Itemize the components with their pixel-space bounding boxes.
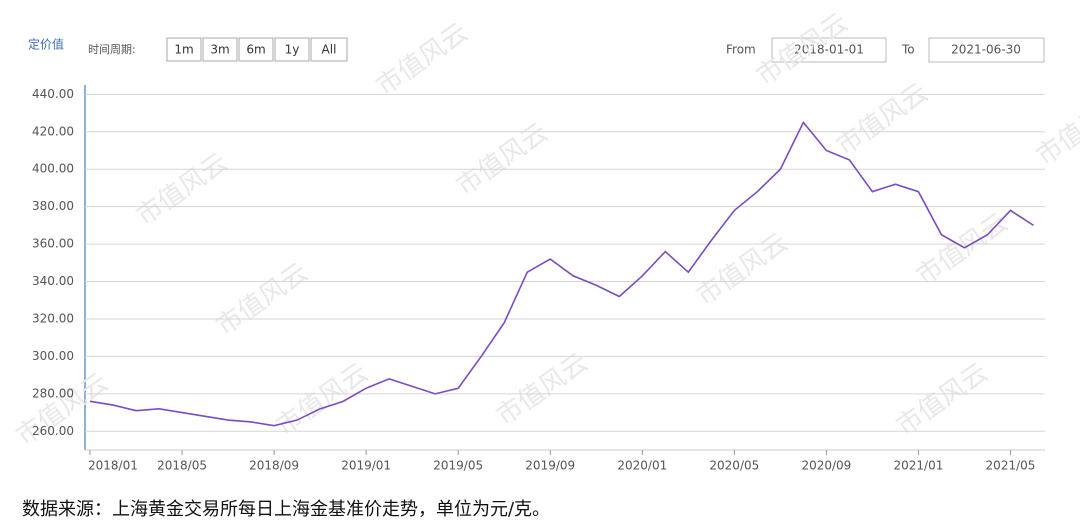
range-button-label[interactable]: 1y <box>285 43 300 57</box>
watermark: 市值风云 <box>691 228 793 312</box>
from-label: From <box>726 43 756 57</box>
x-tick-label: 2018/05 <box>157 459 207 473</box>
y-tick-label: 360.00 <box>32 237 74 251</box>
range-button-box[interactable] <box>166 37 202 62</box>
from-date[interactable]: 2018-01-01 <box>794 43 864 57</box>
x-tick-label: 2020/05 <box>709 459 759 473</box>
range-button-box[interactable] <box>202 37 238 62</box>
x-tick-label: 2021/05 <box>986 459 1036 473</box>
chart-title: 定价值 <box>28 37 64 52</box>
watermark: 市值风云 <box>371 18 473 102</box>
watermark: 市值风云 <box>891 358 993 442</box>
range-button[interactable]: 1m <box>166 37 202 62</box>
range-button-box[interactable] <box>310 37 348 62</box>
x-tick-label: 2018/01 <box>88 459 138 473</box>
y-tick-label: 300.00 <box>32 349 74 363</box>
range-button[interactable]: All <box>310 37 348 62</box>
range-button-label[interactable]: All <box>322 43 337 57</box>
y-tick-label: 340.00 <box>32 274 74 288</box>
y-tick-label: 320.00 <box>32 311 74 325</box>
price-line <box>89 120 1034 427</box>
range-button-label[interactable]: 6m <box>246 43 265 57</box>
range-button[interactable]: 1y <box>274 37 310 62</box>
watermark: 市值风云 <box>491 348 593 432</box>
x-tick-label: 2019/01 <box>341 459 391 473</box>
watermark: 市值风云 <box>11 368 113 452</box>
y-tick-label: 440.00 <box>32 87 74 101</box>
y-tick-label: 420.00 <box>32 124 74 138</box>
range-button-label[interactable]: 3m <box>210 43 229 57</box>
y-tick-label: 260.00 <box>32 424 74 438</box>
watermark: 市值风云 <box>131 148 233 232</box>
range-button-box[interactable] <box>238 37 274 62</box>
period-label: 时间周期: <box>88 43 136 56</box>
x-tick-label: 2020/01 <box>617 459 667 473</box>
x-tick-label: 2021/01 <box>894 459 944 473</box>
watermark: 市值风云 <box>831 78 933 162</box>
to-input[interactable] <box>928 37 1045 63</box>
watermark: 市值风云 <box>451 118 553 202</box>
watermark: 市值风云 <box>211 258 313 342</box>
to-label: To <box>901 43 915 57</box>
x-tick-label: 2020/09 <box>801 459 851 473</box>
from-input[interactable] <box>771 37 887 63</box>
to-date[interactable]: 2021-06-30 <box>951 43 1021 57</box>
x-tick-label: 2019/05 <box>433 459 483 473</box>
watermark: 市值风云 <box>911 208 1013 292</box>
x-tick-label: 2018/09 <box>249 459 299 473</box>
y-tick-label: 400.00 <box>32 162 74 176</box>
range-button-label[interactable]: 1m <box>174 43 193 57</box>
range-button-box[interactable] <box>274 37 310 62</box>
range-button[interactable]: 3m <box>202 37 238 62</box>
watermark: 市值风云 <box>271 358 373 442</box>
watermark: 市值风云 <box>1031 88 1080 172</box>
y-tick-label: 380.00 <box>32 199 74 213</box>
range-button[interactable]: 6m <box>238 37 274 62</box>
source-note: 数据来源：上海黄金交易所每日上海金基准价走势，单位为元/克。 <box>22 499 550 520</box>
y-tick-label: 280.00 <box>32 386 74 400</box>
x-tick-label: 2019/09 <box>525 459 575 473</box>
